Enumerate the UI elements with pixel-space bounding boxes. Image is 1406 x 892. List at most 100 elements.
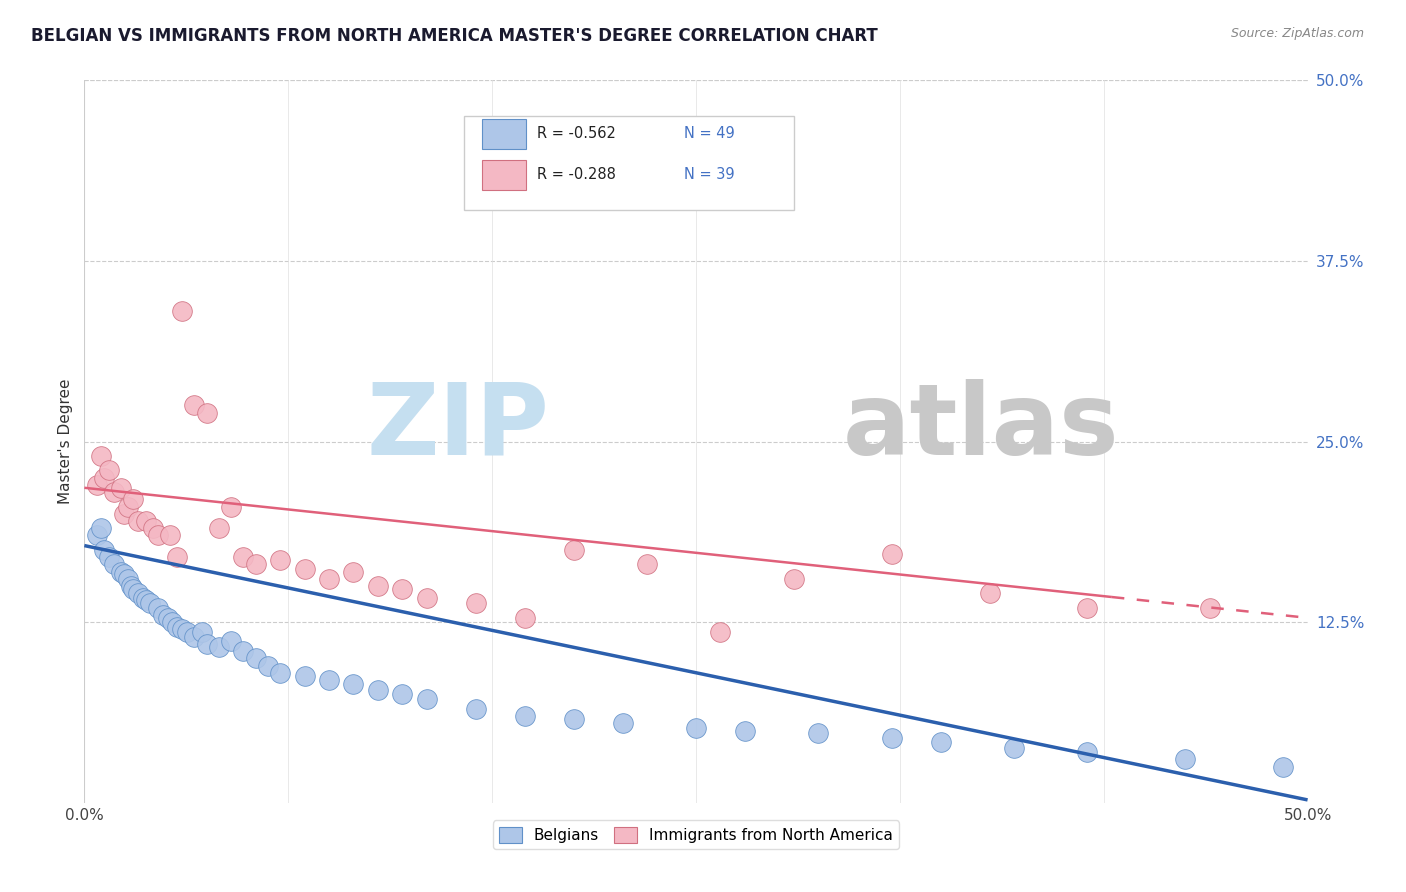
Point xyxy=(269,553,291,567)
Point xyxy=(152,607,174,622)
Point xyxy=(929,735,952,749)
Point xyxy=(110,565,132,579)
Point xyxy=(257,658,280,673)
Point xyxy=(90,449,112,463)
Text: R = -0.562: R = -0.562 xyxy=(537,127,616,141)
Point xyxy=(1002,740,1025,755)
Point xyxy=(562,712,585,726)
Point xyxy=(294,668,316,682)
Point xyxy=(685,721,707,735)
Point xyxy=(97,550,120,565)
Point xyxy=(318,673,340,687)
Point xyxy=(117,500,139,514)
Point xyxy=(1272,760,1295,774)
Point xyxy=(166,619,188,633)
Text: atlas: atlas xyxy=(842,378,1119,475)
Point xyxy=(183,630,205,644)
Point xyxy=(112,507,135,521)
Point xyxy=(294,562,316,576)
Point xyxy=(269,665,291,680)
Text: N = 39: N = 39 xyxy=(683,168,734,183)
Point xyxy=(367,683,389,698)
Text: N = 49: N = 49 xyxy=(683,127,734,141)
FancyBboxPatch shape xyxy=(482,119,526,149)
Point xyxy=(880,547,903,561)
Point xyxy=(1174,752,1197,766)
Point xyxy=(127,514,149,528)
Point xyxy=(367,579,389,593)
Point xyxy=(93,470,115,484)
Point xyxy=(979,586,1001,600)
Point xyxy=(146,600,169,615)
Point xyxy=(183,398,205,412)
Point xyxy=(513,709,536,723)
Point xyxy=(416,691,439,706)
Point xyxy=(103,485,125,500)
Point xyxy=(191,625,214,640)
Point xyxy=(513,611,536,625)
Point xyxy=(734,723,756,738)
Point xyxy=(232,644,254,658)
Text: ZIP: ZIP xyxy=(367,378,550,475)
Point xyxy=(562,542,585,557)
Point xyxy=(612,716,634,731)
Point xyxy=(232,550,254,565)
Point xyxy=(166,550,188,565)
Point xyxy=(1076,745,1098,759)
Point xyxy=(245,651,267,665)
Point xyxy=(127,586,149,600)
Point xyxy=(391,582,413,596)
Y-axis label: Master's Degree: Master's Degree xyxy=(58,379,73,504)
Text: BELGIAN VS IMMIGRANTS FROM NORTH AMERICA MASTER'S DEGREE CORRELATION CHART: BELGIAN VS IMMIGRANTS FROM NORTH AMERICA… xyxy=(31,27,877,45)
Point xyxy=(195,406,218,420)
Point xyxy=(172,304,194,318)
Point xyxy=(636,558,658,572)
FancyBboxPatch shape xyxy=(482,160,526,190)
Point xyxy=(245,558,267,572)
Point xyxy=(219,634,242,648)
Point xyxy=(464,702,486,716)
Point xyxy=(464,596,486,610)
Point xyxy=(208,521,231,535)
Point xyxy=(135,514,157,528)
Point xyxy=(709,625,731,640)
Point xyxy=(117,572,139,586)
Point xyxy=(122,582,145,596)
Point xyxy=(139,596,162,610)
Point xyxy=(86,528,108,542)
Point xyxy=(391,687,413,701)
Text: Source: ZipAtlas.com: Source: ZipAtlas.com xyxy=(1230,27,1364,40)
Point xyxy=(783,572,806,586)
Point xyxy=(208,640,231,654)
Point xyxy=(132,591,155,605)
Point xyxy=(172,623,194,637)
Point xyxy=(416,591,439,605)
Point xyxy=(880,731,903,745)
FancyBboxPatch shape xyxy=(464,117,794,211)
Point xyxy=(159,528,181,542)
Point xyxy=(156,611,179,625)
Point xyxy=(110,481,132,495)
Point xyxy=(122,492,145,507)
Point xyxy=(90,521,112,535)
Legend: Belgians, Immigrants from North America: Belgians, Immigrants from North America xyxy=(492,821,900,849)
Point xyxy=(146,528,169,542)
Point xyxy=(195,637,218,651)
Point xyxy=(162,615,184,630)
Point xyxy=(342,565,364,579)
Point xyxy=(318,572,340,586)
Point xyxy=(112,567,135,582)
Point xyxy=(807,726,830,740)
Point xyxy=(86,478,108,492)
Point xyxy=(342,677,364,691)
Point xyxy=(176,625,198,640)
Point xyxy=(1198,600,1220,615)
Point xyxy=(135,593,157,607)
Point xyxy=(93,542,115,557)
Point xyxy=(1076,600,1098,615)
Point xyxy=(103,558,125,572)
Point xyxy=(120,579,142,593)
Text: R = -0.288: R = -0.288 xyxy=(537,168,616,183)
Point xyxy=(97,463,120,477)
Point xyxy=(219,500,242,514)
